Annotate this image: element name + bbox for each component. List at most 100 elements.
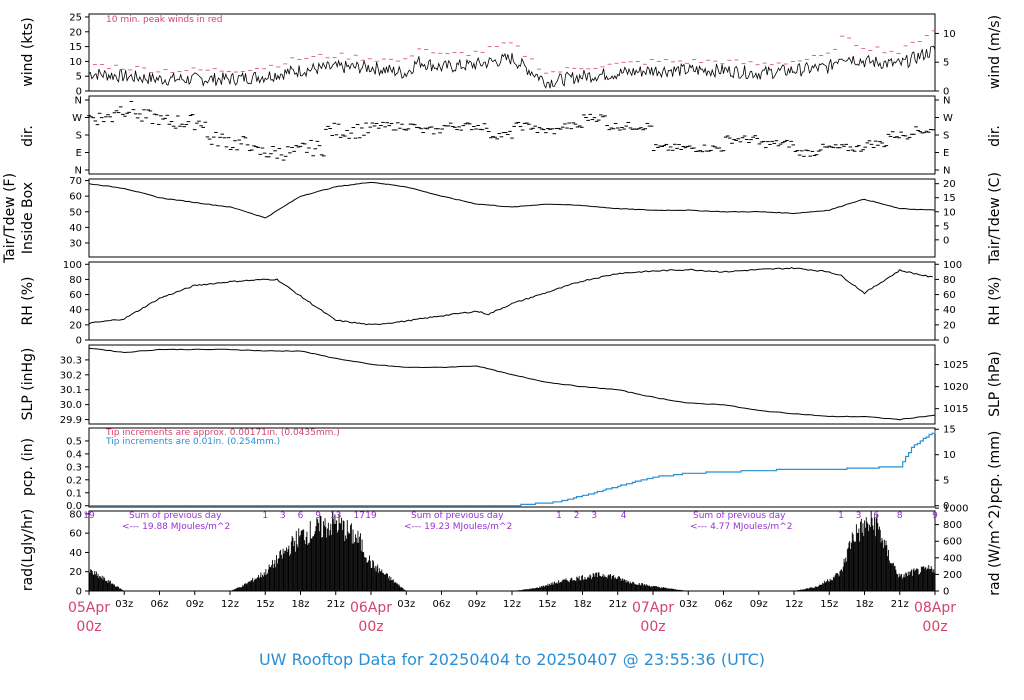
rad-left-tick-label: 60 <box>69 529 82 540</box>
wind-left-tick-label: 15 <box>69 42 82 53</box>
temp-right-tick-label: 20 <box>943 179 956 190</box>
slp-right-label: SLP (hPa) <box>987 351 1003 417</box>
temp-panel-frame <box>88 178 936 258</box>
rh-left-tick-label: 20 <box>69 320 82 331</box>
day-label-2-date: 06Apr <box>350 600 392 616</box>
day-label-4-time: 00z <box>922 619 947 635</box>
dir-right-tick-label: E <box>943 148 949 159</box>
wind-speed-line <box>88 45 936 89</box>
wind-left-tick-label: 25 <box>69 12 82 23</box>
wind-panel-frame <box>88 13 936 92</box>
x-hour-label: 09z <box>750 599 768 610</box>
rad-right-tick-label: 600 <box>943 537 962 548</box>
dir-left-tick-label: N <box>75 166 82 177</box>
sun-mark-label: 1 <box>838 511 844 521</box>
sun-mark-label: 8 <box>897 511 903 521</box>
slp-left-tick-label: 30.0 <box>60 400 82 411</box>
slp-left-tick-label: 30.1 <box>60 385 82 396</box>
rad-left-tick-label: 0 <box>76 587 82 598</box>
wind-left-tick-label: 0 <box>76 87 82 98</box>
x-hour-label: 21z <box>327 599 345 610</box>
dir-right-tick-label: W <box>943 113 953 124</box>
rad-right-tick-label: 400 <box>943 553 962 564</box>
slp-left-tick-label: 29.9 <box>60 415 82 426</box>
wind-right-tick-label: 10 <box>943 29 956 40</box>
sun-mark-label: 3 <box>856 511 862 521</box>
temp-right-tick-label: 10 <box>943 207 956 218</box>
rh-right-tick-label: 0 <box>943 336 949 347</box>
x-hour-label: 15z <box>538 599 556 610</box>
rad-right-tick-label: 1000 <box>943 504 968 515</box>
relative-humidity-line <box>88 267 933 326</box>
sun-mark-label: 1 <box>556 511 562 521</box>
wind-right-tick-label: 5 <box>943 58 949 69</box>
slp-left-tick-label: 30.2 <box>60 370 82 381</box>
air-temperature-line <box>88 181 936 219</box>
wind-left-tick-label: 5 <box>76 72 82 83</box>
sun-mark-label: 13 <box>330 511 341 521</box>
x-hour-label: 15z <box>820 599 838 610</box>
rh-left-tick-label: 40 <box>69 305 82 316</box>
chart-title: UW Rooftop Data for 20250404 to 20250407… <box>259 650 765 669</box>
dir-right-tick-label: N <box>943 166 950 177</box>
rh-left-tick-label: 100 <box>63 260 82 271</box>
sun-mark-label: 19 <box>365 511 377 521</box>
x-hour-label: 06z <box>715 599 733 610</box>
x-hour-label: 09z <box>186 599 204 610</box>
precipitation-line <box>89 430 936 507</box>
dir-right-label: dir. <box>987 125 1003 147</box>
rad-left-tick-label: 80 <box>69 509 82 520</box>
x-hour-label: 21z <box>609 599 627 610</box>
rh-right-tick-label: 40 <box>943 305 956 316</box>
x-hour-label: 18z <box>574 599 592 610</box>
rh-panel-frame <box>88 261 936 341</box>
rh-right-label: RH (%) <box>987 277 1003 326</box>
rad-sum-3-line2: <--- 4.77 MJoules/m^2 <box>690 522 792 532</box>
pcp-right-tick-label: 15 <box>943 425 956 436</box>
sun-mark-label: 9 <box>932 511 938 521</box>
slp-right-tick-label: 1025 <box>943 360 968 371</box>
dir-left-tick-label: W <box>72 113 82 124</box>
day-label-4-date: 08Apr <box>914 600 956 616</box>
pcp-right-tick-label: 10 <box>943 450 956 461</box>
day-label-1-time: 00z <box>76 619 101 635</box>
rad-left-tick-label: 20 <box>69 567 82 578</box>
pcp-right-label: pcp. (mm) <box>987 431 1003 504</box>
x-hour-label: 12z <box>785 599 803 610</box>
x-hour-label: 06z <box>151 599 169 610</box>
rad-sum-3-line1: Sum of previous day <box>693 511 786 521</box>
rh-left-label: RH (%) <box>20 277 36 326</box>
pcp-left-tick-label: 0.4 <box>66 449 82 460</box>
temp-left-label2: Inside Box <box>20 182 36 254</box>
pcp-left-tick-label: 0.3 <box>66 462 82 473</box>
rad-sum-1-line2: <--- 19.88 MJoules/m^2 <box>122 522 230 532</box>
temp-left-tick-label: 70 <box>69 176 82 187</box>
rad-left-tick-label: 40 <box>69 548 82 559</box>
pcp-left-tick-label: 0.2 <box>66 475 82 486</box>
pcp-panel-frame <box>88 427 936 508</box>
pcp-note-2: Tip increments are 0.01in. (0.254mm.) <box>105 437 280 447</box>
sun-mark-label: 3 <box>591 511 597 521</box>
rad-right-tick-label: 200 <box>943 570 962 581</box>
dir-left-tick-label: S <box>76 131 82 142</box>
x-hour-label: 15z <box>256 599 274 610</box>
sun-mark-label: 17 <box>354 511 365 521</box>
temp-left-tick-label: 30 <box>69 238 82 249</box>
x-hour-label: 21z <box>891 599 909 610</box>
x-hour-label: 03z <box>115 599 133 610</box>
dir-panel-frame <box>88 95 936 175</box>
day-label-3-date: 07Apr <box>632 600 674 616</box>
sun-mark-label: 1 <box>262 511 268 521</box>
sun-mark-label: 19 <box>83 511 95 521</box>
rh-left-tick-label: 60 <box>69 290 82 301</box>
x-hour-label: 06z <box>433 599 451 610</box>
dir-left-label: dir. <box>20 125 36 147</box>
slp-right-tick-label: 1015 <box>943 404 968 415</box>
x-hour-label: 18z <box>856 599 874 610</box>
dir-left-tick-label: E <box>76 148 82 159</box>
rad-sum-2-line2: <--- 19.23 MJoules/m^2 <box>404 522 512 532</box>
sun-mark-label: 3 <box>280 511 286 521</box>
x-hour-label: 09z <box>468 599 486 610</box>
temp-right-label: Tair/Tdew (C) <box>987 172 1003 265</box>
